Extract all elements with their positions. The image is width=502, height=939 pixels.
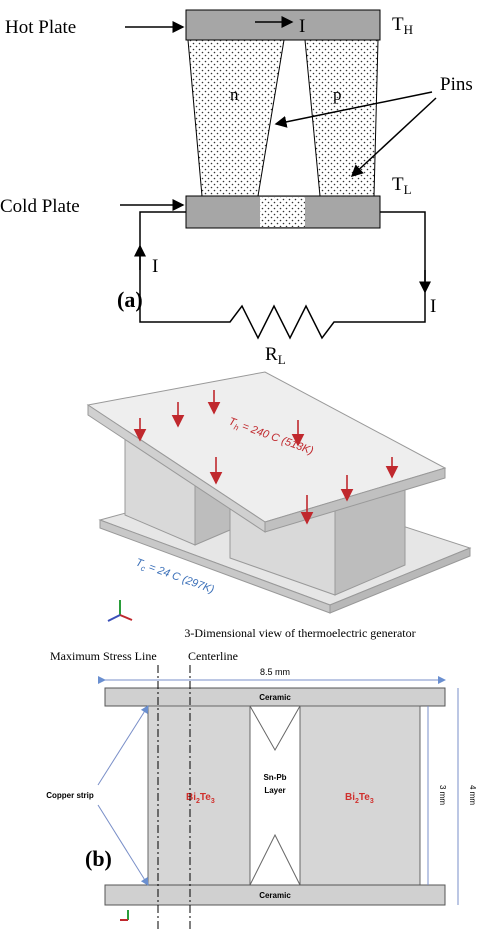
label: 3 <box>370 798 374 805</box>
label: I <box>299 16 305 37</box>
label: I <box>152 256 158 277</box>
dimension-label: 8.5 mm <box>260 667 290 677</box>
solder-layer <box>250 706 300 750</box>
label: H <box>404 22 413 37</box>
hot-plate <box>186 10 380 40</box>
label: Ceramic <box>259 693 291 702</box>
leader-line <box>98 706 148 785</box>
label: Hot Plate <box>5 17 76 38</box>
panel-3d: Th = 240 C (513K) Tc = 24 C (297K) 3-Dim… <box>88 372 470 640</box>
label: T <box>392 174 404 195</box>
leader-line <box>98 805 148 885</box>
label: Layer <box>264 786 285 795</box>
label: Bi <box>186 792 196 803</box>
panel-label: (b) <box>85 846 112 871</box>
n-leg <box>188 40 284 196</box>
caption: 3-Dimensional view of thermoelectric gen… <box>184 626 415 640</box>
figure: Hot Plate Cold Plate I I I n p Pins TH T… <box>0 0 502 939</box>
junction <box>260 197 305 227</box>
label: I <box>430 296 436 317</box>
label: n <box>230 85 239 104</box>
label: TH <box>392 14 413 37</box>
label: Bi <box>345 792 355 803</box>
label: Te <box>359 792 370 803</box>
label: 3 <box>211 798 215 805</box>
label: L <box>278 352 286 367</box>
label: T <box>392 14 404 35</box>
label: p <box>333 85 342 104</box>
label: Sn-Pb <box>263 773 286 782</box>
label: R <box>265 344 278 365</box>
axis-triad <box>108 600 132 621</box>
label: Pins <box>440 74 473 95</box>
label: L <box>404 182 412 197</box>
label: Centerline <box>188 649 238 663</box>
label: TL <box>392 174 412 197</box>
label: Copper strip <box>46 791 94 800</box>
label: Ceramic <box>259 891 291 900</box>
panel-label: (a) <box>117 287 143 312</box>
p-leg <box>305 40 378 196</box>
axis <box>108 615 120 621</box>
axis <box>120 615 132 620</box>
label: Te <box>200 792 211 803</box>
panel-a: Hot Plate Cold Plate I I I n p Pins TH T… <box>0 10 473 367</box>
label: Maximum Stress Line <box>50 649 157 663</box>
solder-layer <box>250 835 300 885</box>
label: RL <box>265 344 286 367</box>
dimension-label: 3 mm <box>438 785 447 805</box>
panel-b: Maximum Stress Line Centerline 8.5 mm Ce… <box>46 649 477 932</box>
circuit-wire <box>140 212 425 338</box>
label: Cold Plate <box>0 196 80 217</box>
dimension-label: 4 mm <box>468 785 477 805</box>
